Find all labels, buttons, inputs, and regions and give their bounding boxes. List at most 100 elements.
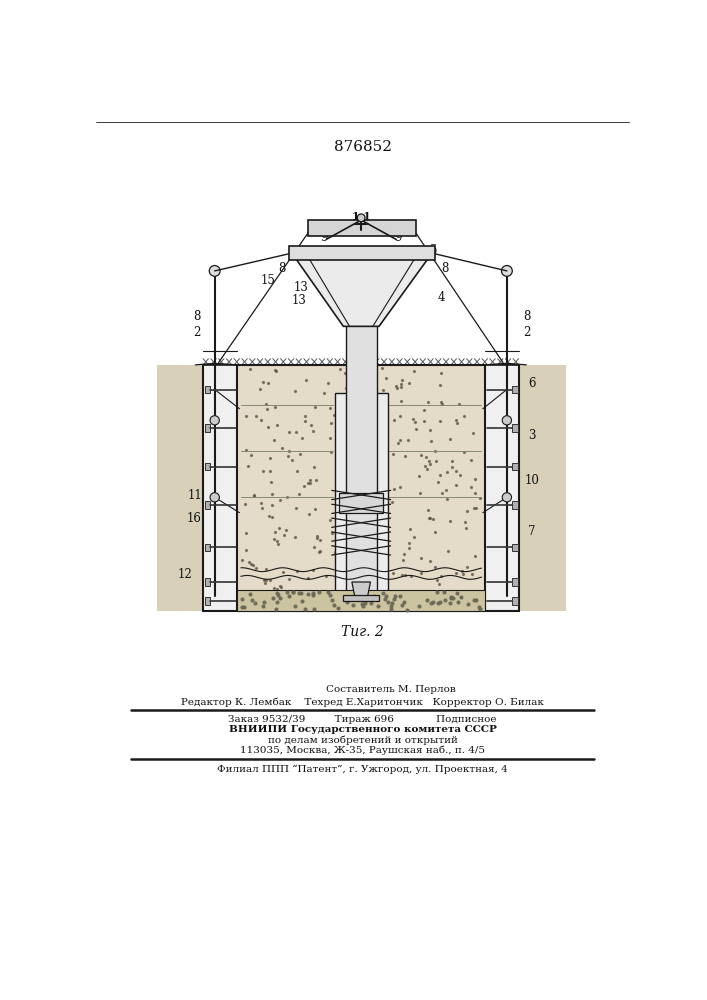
Text: 113035, Москва, Ж-35, Раушская наб., п. 4/5: 113035, Москва, Ж-35, Раушская наб., п. … xyxy=(240,746,485,755)
Bar xyxy=(344,595,379,601)
Point xyxy=(458,408,469,424)
Point xyxy=(435,594,446,610)
Point xyxy=(341,557,352,573)
Point xyxy=(379,533,390,549)
Point xyxy=(409,414,421,430)
Point xyxy=(269,583,280,599)
Point xyxy=(251,560,262,576)
Point xyxy=(240,496,251,512)
Point xyxy=(256,495,267,511)
Point xyxy=(433,576,445,592)
Bar xyxy=(513,501,518,509)
Point xyxy=(453,396,464,412)
Point xyxy=(308,587,319,603)
Point xyxy=(250,408,262,424)
Point xyxy=(347,508,358,524)
Point xyxy=(424,456,436,472)
Text: 6: 6 xyxy=(528,377,535,390)
Point xyxy=(255,412,267,428)
Point xyxy=(240,525,252,541)
Point xyxy=(322,375,334,391)
Point xyxy=(240,408,251,424)
Point xyxy=(318,385,329,401)
Text: Редактор К. Лембак    Техред Е.Харитончик   Корректор О. Билак: Редактор К. Лембак Техред Е.Харитончик К… xyxy=(181,697,544,707)
Point xyxy=(395,376,407,392)
Point xyxy=(361,396,372,412)
Point xyxy=(275,579,286,595)
Point xyxy=(373,588,384,604)
Point xyxy=(310,399,321,415)
Point xyxy=(430,453,441,469)
Point xyxy=(446,459,457,475)
Point xyxy=(392,380,403,396)
Bar xyxy=(203,365,237,611)
Point xyxy=(447,590,458,606)
Point xyxy=(438,584,450,600)
Point xyxy=(308,459,320,475)
Point xyxy=(395,432,406,448)
Point xyxy=(292,598,303,614)
Point xyxy=(329,597,340,613)
Point xyxy=(266,509,277,525)
Point xyxy=(297,593,308,609)
Text: 9: 9 xyxy=(395,231,402,244)
Point xyxy=(380,497,391,513)
Bar xyxy=(513,424,518,432)
Point xyxy=(281,489,293,505)
Point xyxy=(355,588,366,604)
Point xyxy=(432,474,443,490)
Point xyxy=(395,393,407,409)
Point xyxy=(300,601,311,617)
Text: 11: 11 xyxy=(187,489,202,502)
Point xyxy=(423,510,434,526)
Point xyxy=(334,361,346,377)
Point xyxy=(274,578,286,594)
Point xyxy=(415,565,426,581)
Point xyxy=(436,365,447,381)
Point xyxy=(416,447,427,463)
Point xyxy=(392,435,404,451)
Point xyxy=(245,361,256,377)
Point xyxy=(363,456,374,472)
Point xyxy=(385,601,396,617)
Point xyxy=(372,426,383,442)
Point xyxy=(408,411,419,427)
Point xyxy=(359,595,370,611)
Point xyxy=(431,584,443,600)
Point xyxy=(469,471,481,487)
Text: 15: 15 xyxy=(261,274,276,287)
Point xyxy=(282,448,293,464)
Point xyxy=(399,567,411,583)
Point xyxy=(405,568,416,584)
Point xyxy=(258,572,269,588)
Point xyxy=(456,563,467,579)
Point xyxy=(272,587,284,603)
Point xyxy=(379,591,390,607)
Point xyxy=(259,575,271,591)
Point xyxy=(404,521,415,537)
Point xyxy=(249,488,260,504)
Point xyxy=(257,374,269,390)
Point xyxy=(289,529,300,545)
Polygon shape xyxy=(352,582,370,597)
Point xyxy=(262,375,274,391)
Point xyxy=(381,588,392,604)
Bar xyxy=(346,255,377,607)
Point xyxy=(422,590,433,606)
Point xyxy=(419,458,431,474)
Point xyxy=(445,431,456,447)
Point xyxy=(242,458,253,474)
Point xyxy=(315,543,326,559)
Point xyxy=(325,400,336,416)
Point xyxy=(409,529,420,545)
Point xyxy=(299,408,310,424)
Point xyxy=(386,494,397,510)
Text: 1-1: 1-1 xyxy=(351,211,371,222)
Point xyxy=(369,482,380,498)
Point xyxy=(346,439,358,455)
Text: 8: 8 xyxy=(441,262,448,275)
Text: 9: 9 xyxy=(320,231,328,244)
Polygon shape xyxy=(291,252,433,326)
Point xyxy=(269,362,281,378)
Point xyxy=(349,370,360,386)
